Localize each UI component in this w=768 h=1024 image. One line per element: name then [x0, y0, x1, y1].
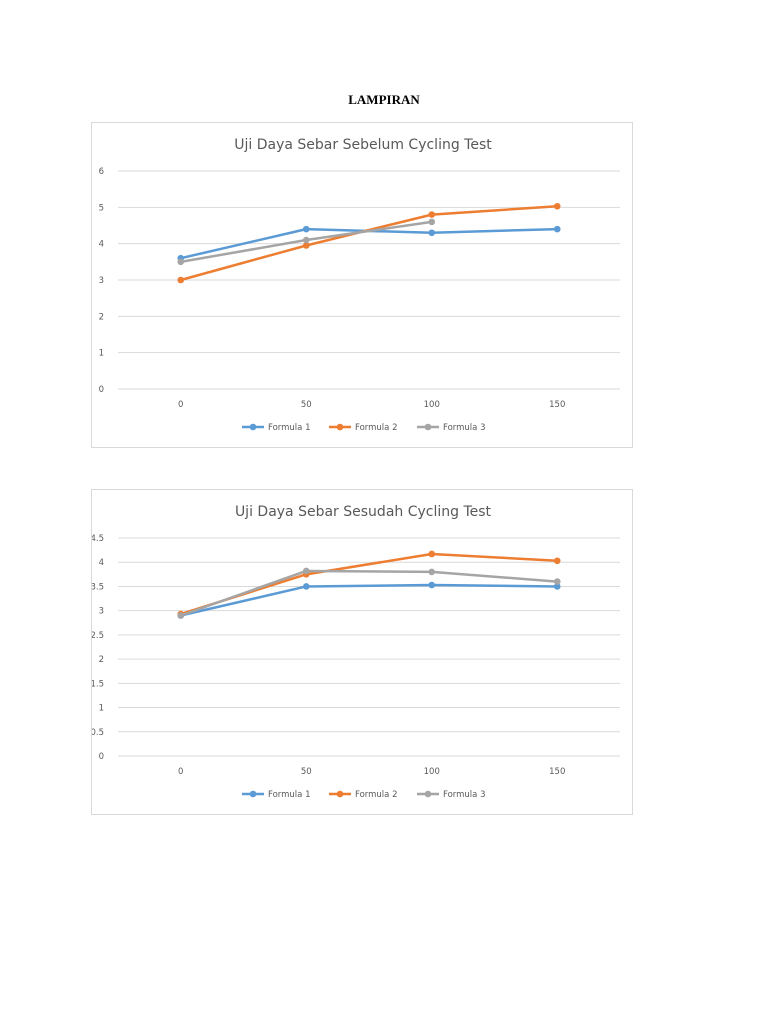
- x-tick-label: 0: [178, 400, 183, 410]
- data-point: [302, 567, 310, 575]
- y-tick-label: 2: [99, 312, 104, 322]
- x-tick-label: 150: [549, 767, 565, 777]
- series-line-1: [179, 583, 559, 617]
- data-point: [428, 218, 436, 226]
- legend-label: Formula 2: [355, 423, 397, 433]
- y-tick-label: 4: [99, 558, 104, 568]
- data-point: [553, 202, 561, 210]
- y-tick-label: 1: [99, 349, 104, 359]
- legend-marker: [336, 790, 344, 798]
- y-tick-label: 4: [99, 240, 104, 250]
- data-point: [177, 276, 185, 284]
- y-tick-label: 5: [99, 203, 104, 213]
- legend-label: Formula 3: [443, 790, 485, 800]
- series-line-2: [179, 204, 559, 282]
- chart-title: Uji Daya Sebar Sesudah Cycling Test: [235, 504, 492, 520]
- x-tick-label: 50: [301, 767, 312, 777]
- x-tick-label: 0: [178, 767, 183, 777]
- legend-label: Formula 2: [355, 790, 397, 800]
- data-point: [177, 612, 185, 619]
- x-tick-label: 50: [301, 400, 312, 410]
- x-tick-label: 150: [549, 400, 565, 410]
- y-tick-label: 2: [99, 655, 104, 665]
- x-tick-label: 100: [424, 400, 440, 410]
- legend-marker: [249, 790, 257, 798]
- y-tick-label: 4.5: [92, 534, 104, 544]
- data-point: [428, 229, 436, 237]
- data-point: [553, 557, 561, 565]
- chart-svg: Uji Daya Sebar Sebelum Cycling Test 0 1 2 3 4…: [99, 137, 620, 433]
- y-tick-label: 0: [99, 752, 104, 762]
- data-point: [553, 225, 561, 233]
- data-point: [302, 225, 310, 233]
- y-tick-label: 2.5: [92, 631, 104, 641]
- data-point: [553, 583, 561, 590]
- data-point: [177, 258, 185, 266]
- series-line-2: [179, 552, 559, 616]
- data-point: [302, 583, 310, 590]
- legend-marker: [249, 423, 257, 431]
- y-tick-label: 1: [99, 704, 104, 714]
- y-tick-label: 3: [99, 607, 104, 617]
- legend-marker: [424, 790, 432, 798]
- legend-marker: [336, 423, 344, 431]
- chart-title: Uji Daya Sebar Sebelum Cycling Test: [234, 137, 492, 153]
- chart-after-cycling: Uji Daya Sebar Sesudah Cycling Test 0 0.5 1…: [91, 489, 633, 815]
- y-tick-label: 3: [99, 276, 104, 286]
- legend-marker: [424, 423, 432, 431]
- data-point: [428, 211, 436, 218]
- y-tick-label: 3.5: [92, 582, 104, 592]
- page-heading: LAMPIRAN: [348, 92, 420, 107]
- y-tick-label: 0: [99, 385, 104, 395]
- data-point: [302, 236, 310, 244]
- y-tick-label: 1.5: [92, 679, 104, 689]
- chart-before-cycling: Uji Daya Sebar Sebelum Cycling Test 0 1 2 3 4…: [91, 122, 633, 448]
- data-point: [428, 568, 436, 576]
- y-tick-label: 6: [99, 167, 104, 177]
- legend-label: Formula 1: [268, 790, 310, 800]
- legend-label: Formula 1: [268, 423, 310, 433]
- data-point: [428, 581, 436, 589]
- x-tick-label: 100: [424, 767, 440, 777]
- chart-svg: Uji Daya Sebar Sesudah Cycling Test 0 0.5 1…: [92, 504, 620, 800]
- data-point: [553, 578, 561, 585]
- data-point: [302, 242, 310, 249]
- legend-label: Formula 3: [443, 423, 485, 433]
- series-line-3: [179, 569, 559, 617]
- data-point: [428, 550, 436, 558]
- y-tick-label: 0.5: [92, 728, 104, 738]
